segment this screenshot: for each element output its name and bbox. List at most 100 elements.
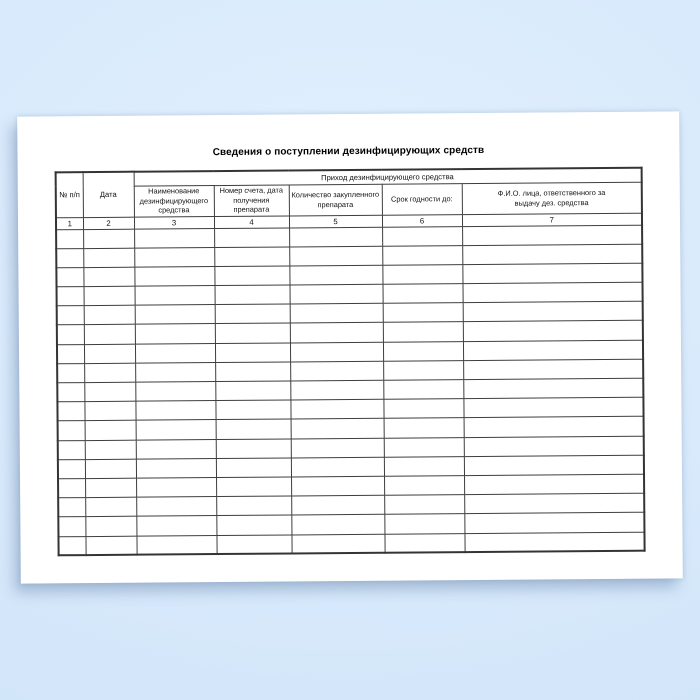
- empty-table-cell: [216, 515, 292, 536]
- empty-table-cell: [383, 398, 464, 419]
- empty-table-cell: [216, 534, 292, 555]
- empty-table-cell: [84, 382, 136, 402]
- col-number-cell: 2: [82, 216, 135, 230]
- empty-table-cell: [85, 478, 137, 498]
- empty-table-cell: [462, 224, 643, 246]
- empty-table-cell: [134, 285, 215, 306]
- empty-table-cell: [134, 228, 215, 248]
- empty-table-cell: [83, 343, 136, 364]
- empty-table-cell: [216, 496, 292, 516]
- col-header-quantity: Количество закупленного препарата: [288, 183, 382, 216]
- empty-table-cell: [136, 515, 217, 536]
- empty-table-cell: [84, 420, 136, 441]
- empty-table-cell: [464, 531, 645, 553]
- empty-table-cell: [289, 226, 383, 247]
- empty-table-cell: [384, 513, 465, 534]
- empty-table-cell: [136, 535, 217, 555]
- empty-table-cell: [289, 265, 383, 286]
- empty-table-cell: [289, 245, 383, 266]
- empty-table-cell: [290, 456, 385, 477]
- empty-table-cell: [290, 361, 384, 381]
- empty-table-cell: [291, 476, 385, 497]
- table-header: № п/п Дата Приход дезинфицирующего средс…: [55, 167, 643, 230]
- disinfectant-receipt-table: № п/п Дата Приход дезинфицирующего средс…: [54, 166, 646, 557]
- empty-table-cell: [214, 342, 291, 363]
- empty-table-cell: [57, 401, 85, 422]
- empty-table-cell: [464, 474, 645, 495]
- empty-table-cell: [58, 497, 86, 518]
- document-page: Сведения о поступлении дезинфицирующих с…: [17, 111, 683, 584]
- empty-table-cell: [83, 228, 135, 249]
- empty-table-cell: [134, 323, 215, 344]
- empty-table-cell: [57, 363, 85, 383]
- empty-table-cell: [57, 459, 86, 479]
- page-title: Сведения о поступлении дезинфицирующих с…: [212, 144, 485, 159]
- empty-table-cell: [214, 304, 290, 324]
- empty-table-cell: [383, 456, 465, 477]
- empty-table-cell: [462, 320, 643, 342]
- empty-table-cell: [382, 264, 463, 285]
- col-number-cell: 3: [133, 216, 215, 229]
- col-header-date: Дата: [82, 171, 134, 218]
- empty-table-cell: [290, 418, 384, 439]
- empty-table-cell: [463, 397, 644, 418]
- empty-table-cell: [134, 304, 215, 325]
- empty-table-cell: [382, 341, 464, 362]
- empty-table-cell: [56, 248, 84, 268]
- empty-table-cell: [290, 437, 384, 458]
- empty-table-cell: [291, 495, 385, 516]
- empty-table-cell: [83, 324, 135, 345]
- empty-table-cell: [84, 401, 136, 421]
- empty-table-cell: [215, 438, 291, 459]
- empty-table-cell: [463, 359, 644, 380]
- empty-table-cell: [463, 416, 644, 438]
- empty-table-cell: [462, 282, 643, 303]
- empty-table-cell: [464, 512, 645, 534]
- empty-table-cell: [463, 435, 644, 457]
- empty-table-cell: [215, 457, 292, 478]
- empty-table-cell: [57, 440, 85, 460]
- empty-table-cell: [383, 437, 464, 457]
- empty-table-cell: [84, 363, 136, 383]
- empty-table-cell: [462, 339, 644, 361]
- empty-table-cell: [463, 378, 644, 399]
- empty-table-cell: [135, 439, 216, 459]
- empty-table-cell: [214, 246, 290, 267]
- empty-table-cell: [290, 380, 384, 401]
- empty-table-cell: [382, 226, 463, 246]
- empty-table-cell: [58, 478, 86, 498]
- empty-table-cell: [135, 419, 216, 440]
- empty-table-cell: [134, 343, 216, 364]
- empty-table-cell: [462, 301, 643, 323]
- empty-table-cell: [136, 496, 217, 517]
- empty-table-cell: [134, 266, 215, 287]
- empty-table-cell: [56, 305, 84, 326]
- col-header-invoice-number: Номер счета, дата получения препарата: [213, 184, 289, 217]
- empty-table-cell: [215, 419, 291, 440]
- empty-table-cell: [56, 229, 84, 249]
- empty-table-cell: [84, 458, 137, 479]
- col-number-cell: 6: [381, 214, 463, 227]
- empty-table-cell: [383, 360, 464, 381]
- empty-table-cell: [289, 341, 384, 362]
- empty-table-cell: [383, 379, 464, 400]
- empty-table-cell: [214, 227, 290, 248]
- empty-table-cell: [83, 267, 135, 287]
- col-number-cell: 1: [55, 217, 84, 230]
- empty-table-cell: [83, 247, 135, 268]
- empty-table-cell: [135, 362, 216, 383]
- empty-table-cell: [290, 399, 384, 420]
- column-header-row: Наименование дезинфицирующего средства Н…: [56, 181, 642, 218]
- empty-table-cell: [83, 286, 135, 306]
- empty-table-cell: [291, 533, 385, 554]
- empty-table-cell: [58, 516, 86, 537]
- col-header-expiry-date: Срок годности до:: [381, 183, 462, 215]
- empty-table-cell: [85, 497, 137, 517]
- empty-table-cell: [56, 267, 84, 287]
- empty-table-cell: [382, 322, 463, 342]
- empty-table-cell: [134, 247, 215, 268]
- empty-table-cell: [382, 283, 463, 304]
- empty-table-cell: [289, 303, 383, 324]
- table-body: [56, 224, 645, 556]
